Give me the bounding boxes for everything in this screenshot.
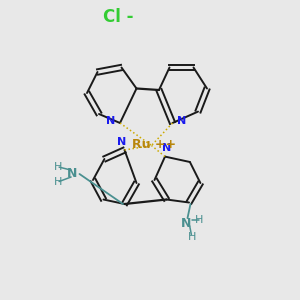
Text: N: N bbox=[177, 116, 186, 126]
Text: Ru ++: Ru ++ bbox=[132, 138, 177, 151]
Text: N: N bbox=[67, 167, 77, 180]
Text: H: H bbox=[54, 161, 62, 172]
Text: N: N bbox=[162, 143, 171, 153]
Text: N: N bbox=[118, 136, 127, 147]
Text: N: N bbox=[181, 217, 191, 230]
Text: H: H bbox=[188, 232, 196, 242]
Text: N: N bbox=[106, 116, 115, 126]
Text: H: H bbox=[54, 177, 62, 187]
Text: H: H bbox=[195, 214, 204, 225]
Text: Cl -: Cl - bbox=[103, 8, 134, 26]
